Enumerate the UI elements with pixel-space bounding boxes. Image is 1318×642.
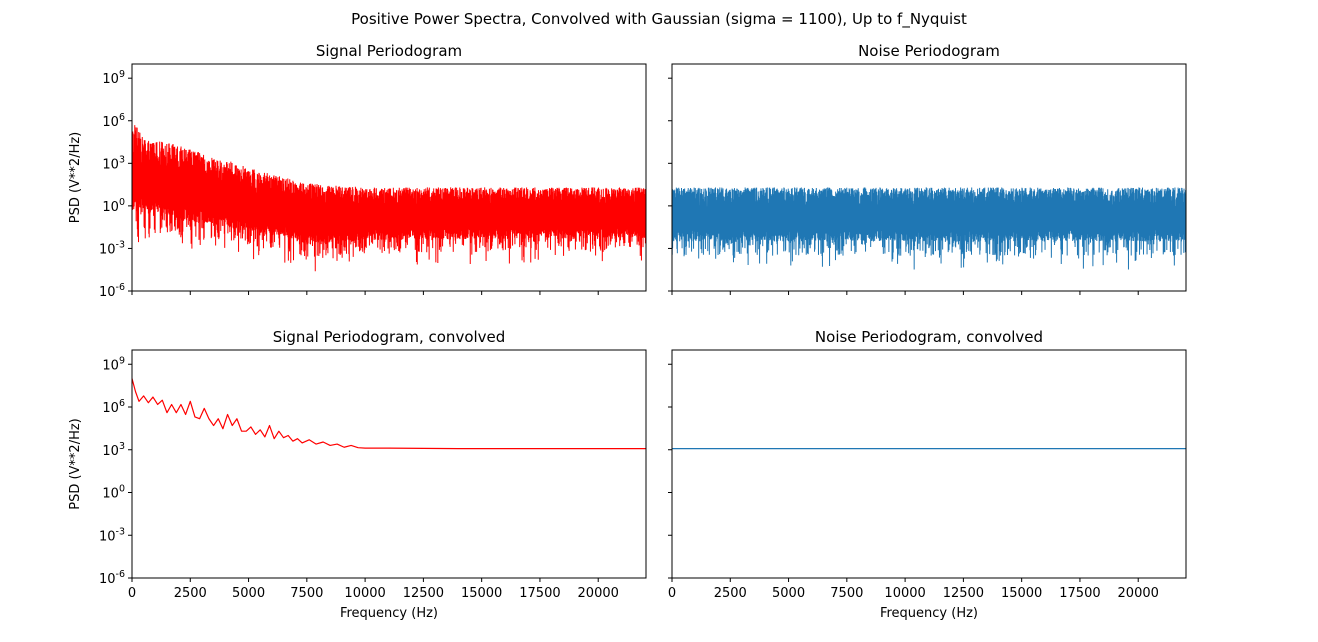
plot-area [132,125,646,272]
axes-frame [671,63,1187,292]
x-tick-label: 15000 [1001,586,1042,601]
y-axis-label: PSD (V**2/Hz) [68,132,83,224]
plot-area [132,378,646,450]
y-tick-label: 103 [102,441,125,459]
y-tick-label: 10-3 [99,239,125,257]
x-tick-label: 5000 [772,586,805,601]
x-tick-label: 20000 [578,586,619,601]
x-tick-label: 2500 [174,586,207,601]
figure-suptitle: Positive Power Spectra, Convolved with G… [351,10,967,29]
series-line [132,378,646,450]
subplot-4: Noise Periodogram, convolved 0 2500 5000 750… [668,328,1187,621]
subplot-title: Noise Periodogram, convolved [815,328,1043,346]
y-tick-label: 10-6 [99,282,125,300]
plot-area [672,187,1186,270]
y-tick-label: 103 [102,154,125,172]
y-tick-label: 100 [102,197,125,215]
axes-frame [131,63,647,292]
x-tick-label: 0 [668,586,676,601]
x-tick-label: 7500 [290,586,323,601]
x-tick-label: 12500 [403,586,444,601]
y-tick-label: 10-3 [99,526,125,544]
x-tick-label: 10000 [344,586,385,601]
x-tick-label: 17500 [1059,586,1100,601]
axes-frame [131,349,647,579]
x-tick-label: 15000 [461,586,502,601]
y-tick-label: 106 [102,398,125,416]
y-tick-label: 106 [102,112,125,130]
x-tick-label: 7500 [830,586,863,601]
subplot-title: Noise Periodogram [858,42,1000,60]
x-axis-label: Frequency (Hz) [340,606,438,621]
subplot-1: Signal Periodogram 10-6 10-3 100 103 106 109 PS… [68,42,647,300]
y-tick-label: 109 [102,355,125,373]
series-line [132,125,646,272]
x-axis-label: Frequency (Hz) [880,606,978,621]
subplot-2: Noise Periodogram [668,42,1187,295]
x-tick-label: 20000 [1118,586,1159,601]
x-tick-label: 10000 [884,586,925,601]
axes-frame [671,349,1187,579]
y-tick-label: 10-6 [99,569,125,587]
x-tick-label: 5000 [232,586,265,601]
x-tick-label: 17500 [519,586,560,601]
x-tick-label: 2500 [714,586,747,601]
subplot-title: Signal Periodogram, convolved [273,328,506,346]
y-tick-label: 100 [102,484,125,502]
x-tick-label: 0 [128,586,136,601]
series-line [672,187,1186,270]
y-axis-label: PSD (V**2/Hz) [68,418,83,510]
y-tick-label: 109 [102,69,125,87]
subplot-3: Signal Periodogram, convolved 10-6 10-3 100… [68,328,647,621]
subplot-title: Signal Periodogram [316,42,462,60]
x-tick-label: 12500 [943,586,984,601]
